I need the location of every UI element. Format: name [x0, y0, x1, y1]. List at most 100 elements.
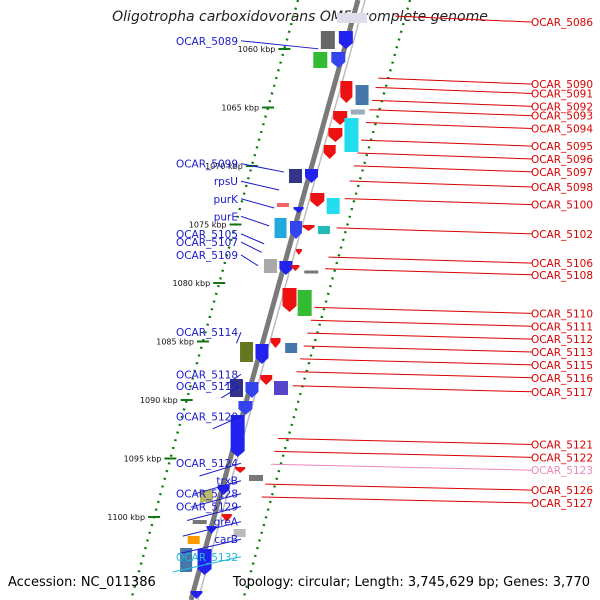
right-gene-label: OCAR_5116: [531, 373, 593, 385]
right-gene-label: OCAR_5108: [531, 270, 593, 282]
accession-label: Accession: NC_011386: [8, 575, 156, 590]
right-label-leader: [307, 332, 533, 340]
right-gene-label: OCAR_5092: [531, 101, 593, 113]
gene-block: [274, 218, 287, 238]
left-gene-label: purK: [213, 194, 239, 206]
right-gene-label: OCAR_5098: [531, 182, 593, 194]
right-label-leader: [325, 268, 533, 276]
right-gene-label: OCAR_5112: [531, 334, 593, 346]
gene-block: [263, 259, 277, 273]
gene-block: [199, 490, 213, 502]
left-label-leader: [212, 415, 242, 430]
right-gene-label: OCAR_5111: [531, 321, 593, 333]
right-gene-label: OCAR_5110: [531, 308, 593, 320]
right-gene-label: OCAR_5095: [531, 141, 593, 153]
left-label-layer: OCAR_5089OCAR_5099rpsUpurKpurEOCAR_5105O…: [172, 36, 319, 573]
left-gene-label: OCAR_5124: [176, 458, 238, 470]
gene-block: [326, 198, 340, 214]
gene-arrow: [305, 169, 319, 183]
genome-summary-label: Topology: circular; Length: 3,745,629 bp…: [232, 575, 590, 590]
gene-arrow: [238, 401, 253, 415]
right-label-leader: [395, 15, 533, 23]
left-label-leader: [240, 241, 262, 253]
gene-block: [320, 31, 335, 49]
right-gene-label: OCAR_5127: [531, 498, 593, 510]
backbone-edge-line: [197, 0, 366, 600]
left-label-leader: [172, 556, 242, 573]
right-label-leader: [353, 165, 533, 173]
kbp-tick-label: 1065 kbp: [221, 104, 259, 113]
right-label-leader: [292, 385, 533, 393]
gene-block: [248, 475, 263, 481]
tick-layer: 1060 kbp 1065 kbp 1070 kbp 1075 kbp 1080 kbp…: [107, 0, 412, 600]
left-gene-label: greA: [214, 517, 239, 529]
gene-arrow: [295, 249, 302, 255]
right-label-leader: [265, 483, 533, 491]
gene-arrow: [310, 193, 325, 207]
right-gene-label: OCAR_5096: [531, 154, 593, 166]
left-label-leader: [190, 493, 242, 508]
left-gene-label: OCAR_5109: [176, 250, 238, 262]
right-gene-label: OCAR_5123: [531, 465, 593, 477]
left-gene-label: purE: [214, 211, 238, 223]
gene-block: [344, 118, 359, 152]
left-gene-label: OCAR_5129: [176, 501, 238, 513]
right-label-leader: [369, 109, 533, 117]
left-gene-label: OCAR_5099: [176, 159, 238, 171]
left-label-leader: [187, 505, 242, 521]
right-gene-label: OCAR_5094: [531, 124, 593, 136]
right-label-leader: [336, 227, 533, 235]
gene-block: [304, 270, 319, 274]
right-label-leader: [300, 358, 533, 366]
right-gene-label: OCAR_5090: [531, 79, 593, 91]
left-gene-label: OCAR_5128: [176, 489, 238, 501]
right-gene-label: OCAR_5121: [531, 439, 593, 451]
gene-block: [350, 109, 365, 115]
right-gene-label: OCAR_5126: [531, 485, 593, 497]
right-gene-label: OCAR_5102: [531, 229, 593, 241]
gene-arrow: [279, 261, 293, 275]
left-gene-label: OCAR_5105: [176, 229, 238, 241]
page-title: Oligotropha carboxidovorans OM5, complet…: [112, 9, 488, 25]
left-label-leader: [177, 538, 242, 555]
gene-arrow: [340, 81, 353, 103]
left-gene-label: OCAR_5120: [176, 411, 238, 423]
right-label-leader: [303, 345, 533, 353]
right-label-leader: [360, 139, 533, 147]
kbp-tick-label: 1100 kbp: [107, 513, 145, 522]
right-label-leader: [349, 180, 533, 188]
right-label-leader: [365, 122, 533, 130]
right-gene-label: OCAR_5093: [531, 111, 593, 123]
gene-arrow: [282, 288, 297, 312]
gene-block: [240, 342, 254, 362]
right-dotted-rail: [241, 0, 412, 600]
gene-block: [313, 52, 328, 68]
left-gene-label: OCAR_5107: [176, 237, 238, 249]
right-gene-label: OCAR_5115: [531, 360, 593, 372]
gene-arrow: [291, 265, 300, 271]
left-gene-label: OCAR_5114: [176, 327, 238, 339]
gene-arrow: [323, 145, 336, 159]
gene-arrow: [230, 415, 245, 457]
right-label-leader: [261, 496, 533, 504]
kbp-tick-label: 1090 kbp: [140, 396, 178, 405]
left-gene-label: OCAR_5089: [176, 36, 238, 48]
right-gene-label: OCAR_5122: [531, 452, 593, 464]
left-label-leader: [240, 180, 280, 191]
kbp-tick-label: 1060 kbp: [238, 45, 276, 54]
kbp-tick-label: 1070 kbp: [205, 162, 243, 171]
gene-block: [355, 85, 369, 105]
kbp-tick-label: 1095 kbp: [124, 455, 162, 464]
left-gene-label: OCAR_5132: [176, 552, 238, 564]
right-label-leader: [310, 319, 533, 327]
left-label-leader: [240, 254, 259, 267]
right-label-leader: [314, 306, 533, 314]
gene-arrow: [333, 111, 348, 125]
left-label-leader: [240, 40, 319, 50]
right-label-leader: [296, 371, 533, 379]
left-label-leader: [240, 163, 285, 173]
left-gene-label: OCAR_5119: [176, 381, 238, 393]
gene-arrow: [293, 207, 304, 213]
